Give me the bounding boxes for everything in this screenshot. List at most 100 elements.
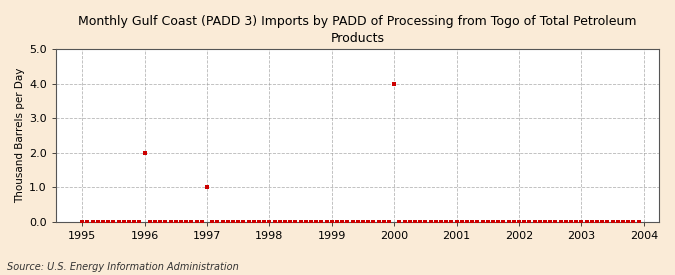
Point <box>462 219 472 224</box>
Point <box>77 219 88 224</box>
Point <box>342 219 353 224</box>
Point <box>243 219 254 224</box>
Point <box>316 219 327 224</box>
Point <box>129 219 140 224</box>
Point <box>524 219 535 224</box>
Point <box>279 219 290 224</box>
Point <box>446 219 457 224</box>
Point <box>306 219 317 224</box>
Point <box>144 219 155 224</box>
Title: Monthly Gulf Coast (PADD 3) Imports by PADD of Processing from Togo of Total Pet: Monthly Gulf Coast (PADD 3) Imports by P… <box>78 15 637 45</box>
Point <box>373 219 384 224</box>
Point <box>560 219 571 224</box>
Point <box>233 219 244 224</box>
Point <box>290 219 301 224</box>
Point <box>98 219 109 224</box>
Point <box>352 219 363 224</box>
Point <box>435 219 446 224</box>
Point <box>113 219 124 224</box>
Point <box>300 219 311 224</box>
Point <box>591 219 602 224</box>
Point <box>150 219 161 224</box>
Point <box>399 219 410 224</box>
Point <box>545 219 556 224</box>
Point <box>254 219 265 224</box>
Point <box>155 219 165 224</box>
Point <box>602 219 613 224</box>
Point <box>618 219 628 224</box>
Point <box>394 219 405 224</box>
Point <box>612 219 623 224</box>
Point <box>519 219 530 224</box>
Point <box>222 219 233 224</box>
Point <box>529 219 540 224</box>
Point <box>472 219 483 224</box>
Point <box>389 81 400 86</box>
Point <box>82 219 92 224</box>
Point <box>628 219 639 224</box>
Point <box>535 219 545 224</box>
Y-axis label: Thousand Barrels per Day: Thousand Barrels per Day <box>15 68 25 203</box>
Point <box>451 219 462 224</box>
Point <box>539 219 550 224</box>
Point <box>238 219 249 224</box>
Point <box>124 219 134 224</box>
Point <box>259 219 269 224</box>
Point <box>597 219 608 224</box>
Point <box>581 219 592 224</box>
Point <box>139 150 150 155</box>
Point <box>337 219 348 224</box>
Point <box>108 219 119 224</box>
Point <box>383 219 394 224</box>
Point <box>92 219 103 224</box>
Point <box>358 219 369 224</box>
Point <box>410 219 421 224</box>
Point <box>227 219 238 224</box>
Point <box>327 219 338 224</box>
Point <box>477 219 488 224</box>
Point <box>493 219 504 224</box>
Point <box>633 219 644 224</box>
Point <box>379 219 389 224</box>
Point <box>264 219 275 224</box>
Point <box>202 185 213 189</box>
Point <box>295 219 306 224</box>
Point <box>498 219 509 224</box>
Point <box>165 219 176 224</box>
Point <box>425 219 436 224</box>
Point <box>196 219 207 224</box>
Point <box>456 219 467 224</box>
Point <box>587 219 597 224</box>
Point <box>362 219 373 224</box>
Point <box>414 219 425 224</box>
Point <box>576 219 587 224</box>
Point <box>566 219 576 224</box>
Point <box>368 219 379 224</box>
Point <box>212 219 223 224</box>
Point <box>191 219 202 224</box>
Point <box>248 219 259 224</box>
Point <box>514 219 524 224</box>
Point <box>160 219 171 224</box>
Text: Source: U.S. Energy Information Administration: Source: U.S. Energy Information Administ… <box>7 262 238 272</box>
Point <box>441 219 452 224</box>
Point <box>181 219 192 224</box>
Point <box>550 219 561 224</box>
Point <box>285 219 296 224</box>
Point <box>103 219 113 224</box>
Point <box>483 219 493 224</box>
Point <box>87 219 98 224</box>
Point <box>503 219 514 224</box>
Point <box>310 219 321 224</box>
Point <box>431 219 441 224</box>
Point <box>134 219 144 224</box>
Point <box>186 219 197 224</box>
Point <box>118 219 129 224</box>
Point <box>217 219 228 224</box>
Point <box>347 219 358 224</box>
Point <box>556 219 566 224</box>
Point <box>623 219 634 224</box>
Point <box>608 219 618 224</box>
Point <box>170 219 181 224</box>
Point <box>331 219 342 224</box>
